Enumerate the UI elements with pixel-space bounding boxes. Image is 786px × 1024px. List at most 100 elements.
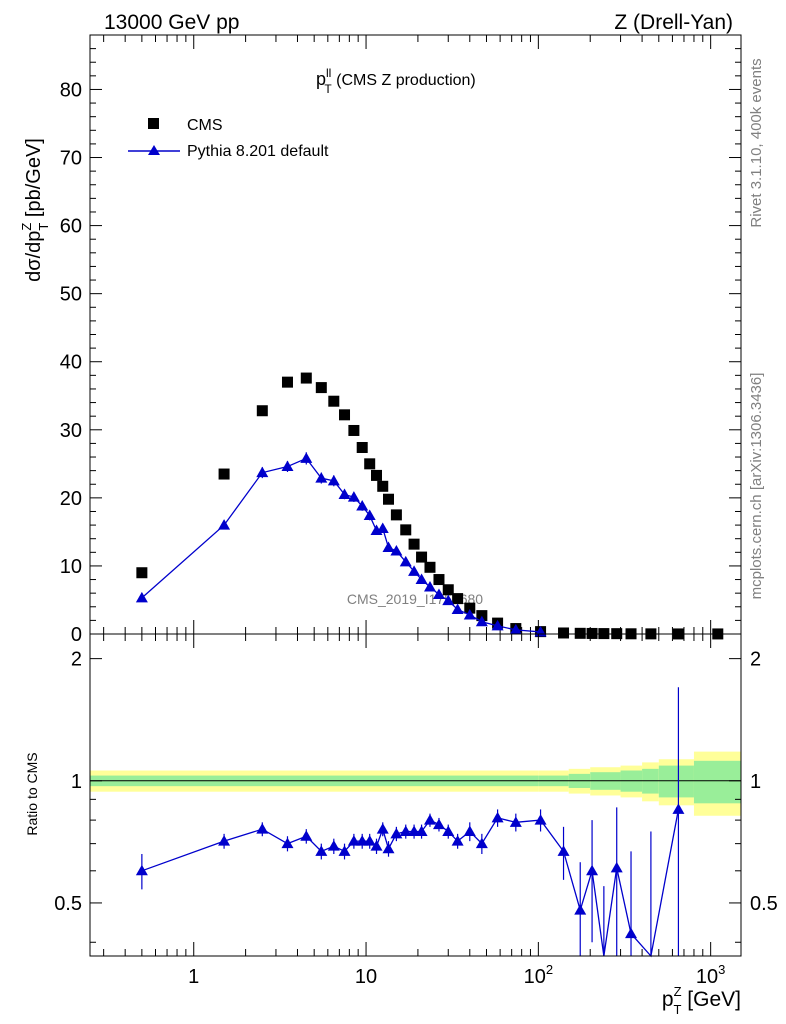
x-tick-label-base: 10: [696, 966, 718, 988]
x-tick-label-base: 1: [188, 966, 199, 988]
ratio-data-point: [370, 840, 383, 851]
ratio-series-layer: [135, 687, 685, 958]
ratio-data-point: [451, 835, 464, 846]
cms-data-point: [390, 509, 402, 521]
ratio-data-point: [625, 927, 638, 939]
x-tick-label-base: 10: [355, 966, 377, 988]
plot-title-sub: T: [324, 82, 332, 96]
cms-data-point: [136, 567, 148, 579]
plot-title-rest: (CMS Z production): [332, 72, 476, 89]
ratio-y-tick-label-left: 1: [71, 771, 82, 793]
cms-data-point: [586, 627, 598, 639]
ratio-x-axis: 1 10 102 103: [103, 634, 725, 988]
ratio-data-point: [281, 837, 294, 849]
ratio-data-point: [256, 823, 269, 834]
cms-data-point: [408, 538, 420, 550]
ratio-data-point: [509, 816, 522, 827]
ratio-y-tick-label-right: 0.5: [750, 893, 778, 915]
ratio-data-point: [491, 811, 504, 823]
cms-data-point: [339, 409, 351, 421]
legend-cms-marker: [148, 118, 159, 129]
pythia-data-point: [327, 474, 340, 486]
main-y-label-rest: [pb/GeV]: [23, 138, 45, 223]
pythia-data-point: [432, 588, 445, 600]
ratio-data-point: [534, 814, 547, 825]
legend: CMS Pythia 8.201 default: [128, 117, 329, 160]
pythia-data-point: [363, 509, 376, 521]
pythia-data-point: [408, 565, 421, 576]
pythia-data-point: [300, 452, 313, 463]
pythia-data-point: [338, 488, 351, 499]
pythia-data-point: [442, 594, 455, 606]
pythia-data-point: [347, 491, 360, 502]
cms-data-point: [424, 561, 436, 573]
ratio-data-point: [423, 814, 436, 825]
pythia-data-point: [491, 619, 504, 631]
ratio-data-point: [463, 825, 476, 836]
ratio-data-point: [399, 825, 412, 836]
main-x-axis: [103, 35, 712, 634]
ratio-band-inner: [658, 765, 694, 798]
main-y-label-sup: Z: [19, 223, 34, 231]
ratio-data-point: [382, 842, 395, 854]
x-tick-label: 102: [524, 962, 553, 988]
ratio-data-point: [574, 904, 587, 915]
plot-title-sup: ll: [326, 66, 331, 80]
ratio-data-point: [327, 840, 340, 851]
main-y-label: dσ/dpZ T [pb/GeV]: [19, 138, 51, 282]
main-y-tick-label: 60: [60, 216, 82, 238]
main-y-tick-label: 80: [60, 79, 82, 101]
pythia-data-point: [423, 581, 436, 592]
cms-data-point: [464, 602, 476, 614]
pythia-data-point: [390, 544, 403, 556]
ratio-data-point: [432, 818, 445, 830]
pythia-data-point: [382, 541, 395, 553]
x-label-sub: T: [674, 1002, 682, 1017]
cms-data-point: [558, 627, 570, 639]
cms-data-point: [218, 468, 230, 480]
x-tick-label-exponent: 2: [546, 962, 553, 977]
ratio-data-point: [300, 830, 313, 841]
cms-data-point: [281, 376, 293, 388]
ratio-data-point: [218, 835, 231, 846]
cms-data-point: [377, 480, 389, 492]
ratio-y-tick-label-right: 2: [750, 649, 761, 671]
pythia-data-point: [281, 460, 294, 472]
legend-pythia-marker: [148, 145, 160, 155]
main-y-tick-label: 70: [60, 148, 82, 170]
ratio-y-tick-label-left: 0.5: [54, 893, 82, 915]
cms-data-point: [383, 493, 395, 505]
pythia-data-point: [218, 519, 231, 530]
cms-data-point: [315, 382, 327, 394]
main-y-label-sub: T: [36, 223, 51, 231]
ratio-uncertainty-band: [90, 751, 741, 816]
cms-data-point: [256, 405, 268, 417]
ratio-data-point: [135, 864, 148, 876]
cms-data-point: [364, 458, 376, 470]
ratio-data-point: [363, 835, 376, 846]
main-y-tick-label: 40: [60, 352, 82, 374]
cms-data-point: [328, 395, 340, 407]
main-y-label-main: dσ/dp: [23, 231, 45, 282]
main-y-tick-label: 10: [60, 556, 82, 578]
x-label-sup: Z: [674, 984, 682, 999]
pythia-data-point: [399, 555, 412, 567]
rivet-version-text: Rivet 3.1.10, 400k events: [748, 58, 765, 227]
cms-data-point: [348, 424, 360, 436]
ratio-data-point: [442, 825, 455, 836]
ratio-y-tick-label-right: 1: [750, 771, 761, 793]
x-tick-label: 10: [355, 966, 377, 988]
cms-data-point: [300, 372, 312, 384]
ratio-y-axis: 0.5 0.5 1 1 2 2: [54, 649, 778, 943]
ratio-data-point: [390, 827, 403, 839]
x-label-main: p: [662, 988, 674, 1011]
x-axis-label: pZ T [GeV]: [662, 984, 741, 1017]
main-y-tick-label: 20: [60, 488, 82, 510]
ratio-data-point: [315, 845, 328, 856]
pythia-data-point: [463, 608, 476, 620]
plot-title-main: p: [316, 69, 326, 89]
cms-data-point: [433, 574, 445, 586]
pythia-data-point: [356, 500, 369, 511]
ratio-panel: 0.5 0.51 12 2 1 10 102 103 Ratio to CMS pZ T [G…: [24, 633, 778, 1017]
